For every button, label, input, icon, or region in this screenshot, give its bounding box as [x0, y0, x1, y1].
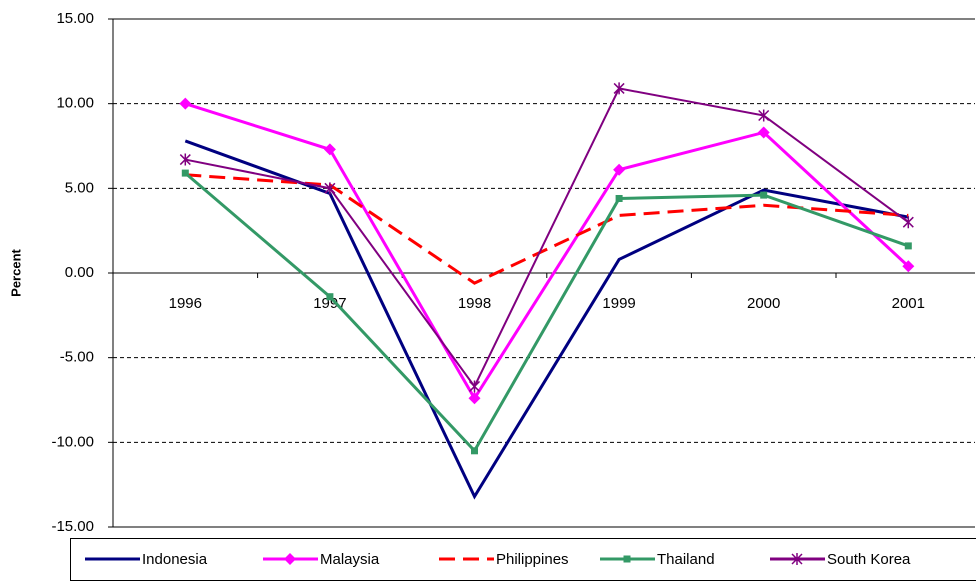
marker — [615, 194, 623, 202]
x-tick-label: 1999 — [602, 295, 635, 312]
marker — [623, 555, 631, 563]
y-tick-label: -5.00 — [60, 349, 94, 366]
marker — [471, 447, 478, 455]
y-tick-label: 0.00 — [65, 264, 94, 281]
y-tick-label: -10.00 — [51, 433, 94, 450]
y-tick-label: -15.00 — [51, 518, 94, 535]
marker — [902, 216, 914, 229]
x-tick-label: 2001 — [892, 295, 925, 312]
legend-box — [70, 538, 976, 581]
legend-label: Thailand — [657, 551, 715, 568]
x-tick-label: 1998 — [458, 295, 491, 312]
marker — [760, 191, 768, 199]
y-axis-label: Percent — [8, 248, 23, 296]
marker — [326, 293, 334, 301]
legend-label: Malaysia — [320, 551, 380, 568]
series-line — [185, 87, 909, 389]
marker — [324, 182, 336, 195]
x-tick-label: 1996 — [169, 295, 202, 312]
series-line — [184, 139, 909, 500]
marker — [902, 260, 915, 273]
marker — [179, 97, 192, 110]
marker — [181, 169, 189, 177]
marker — [904, 242, 912, 250]
legend-label: Philippines — [496, 551, 569, 568]
y-tick-label: 15.00 — [56, 10, 94, 27]
marker — [468, 380, 481, 393]
y-tick-label: 10.00 — [56, 95, 94, 112]
marker — [758, 109, 770, 122]
marker — [791, 553, 803, 565]
marker — [468, 392, 481, 405]
series-line — [184, 102, 910, 402]
marker — [613, 163, 626, 176]
marker — [323, 143, 336, 156]
marker — [284, 553, 296, 565]
x-tick-label: 2000 — [747, 295, 780, 312]
y-tick-label: 5.00 — [65, 179, 94, 196]
legend-label: South Korea — [827, 551, 911, 568]
marker — [613, 82, 625, 95]
marker — [757, 126, 770, 139]
series-line — [184, 171, 909, 454]
marker — [179, 153, 191, 166]
legend-label: Indonesia — [142, 551, 208, 568]
